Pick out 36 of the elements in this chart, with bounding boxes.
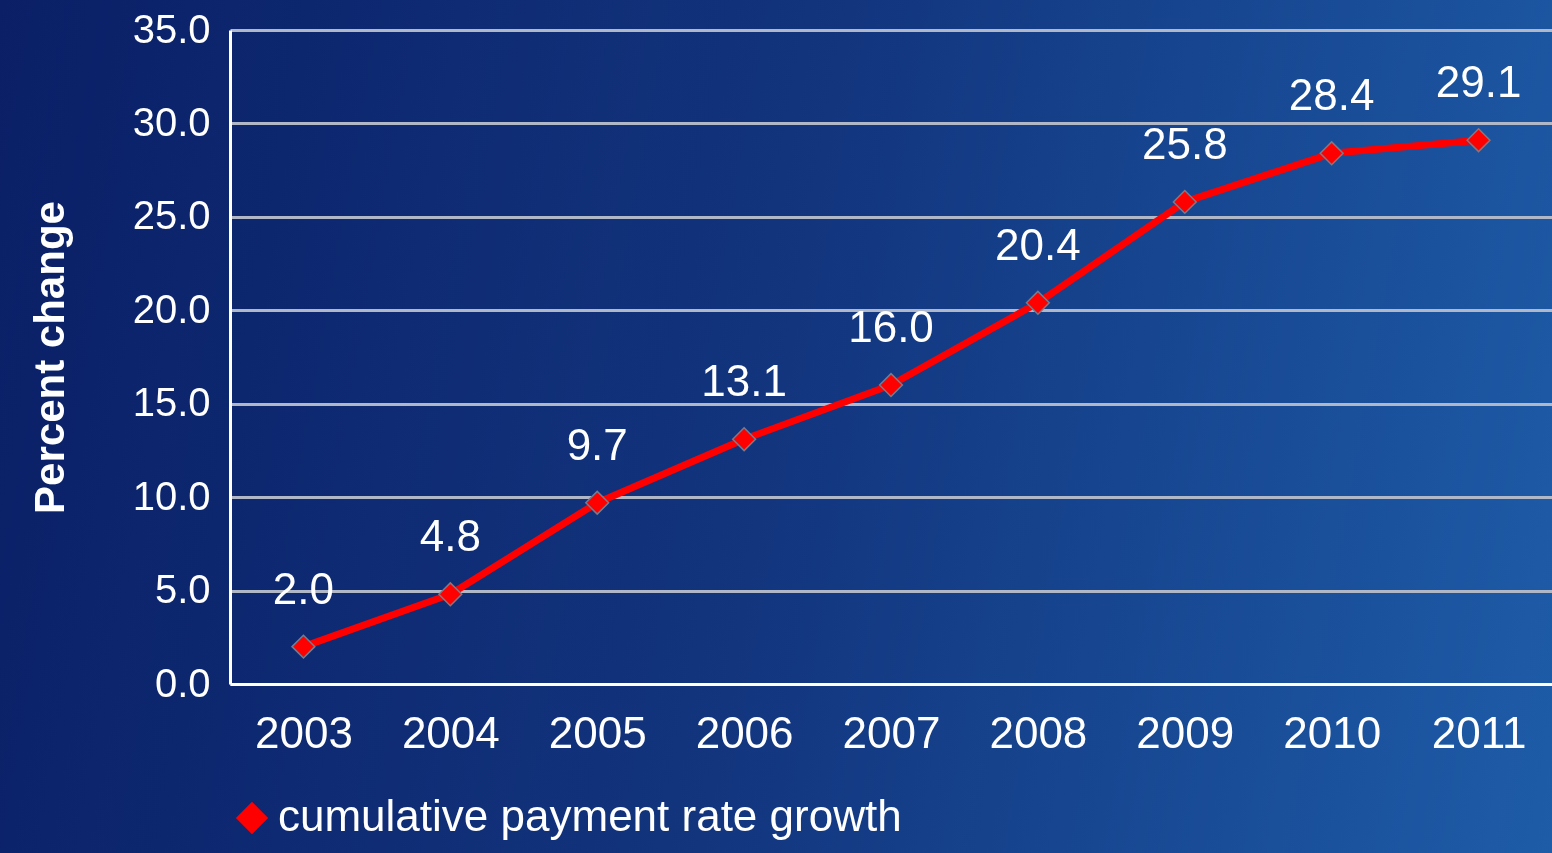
point (1466, 128, 1491, 153)
x-tick-label: 2004 (401, 707, 500, 757)
point (438, 582, 463, 607)
x-tick-label: 2008 (989, 707, 1088, 757)
point (1025, 290, 1051, 315)
point (1319, 141, 1344, 166)
data-label: 20.4 (995, 219, 1081, 269)
y-tick-label: 10.0 (132, 473, 211, 518)
y-tick-label: 25.0 (132, 193, 211, 238)
data-label: 13.1 (701, 356, 787, 406)
data-label: 9.7 (566, 419, 628, 469)
point (291, 634, 316, 659)
x-tick-label: 2010 (1283, 707, 1382, 757)
y-axis-title: Percent change (25, 201, 73, 514)
x-tick-label: 2011 (1431, 707, 1527, 757)
y-tick-label: 5.0 (154, 567, 211, 612)
x-tick-label: 2007 (842, 707, 941, 757)
y-tick-label: 15.0 (132, 380, 211, 425)
y-tick-label: 30.0 (132, 99, 211, 144)
y-tick-label: 20.0 (132, 286, 211, 331)
y-tick-label: 35.0 (132, 6, 211, 51)
x-tick-label: 2009 (1136, 707, 1235, 757)
y-tick-label: 0.0 (154, 660, 211, 705)
point (878, 372, 904, 398)
data-label: 25.8 (1141, 118, 1228, 168)
x-tick-label: 2005 (548, 707, 647, 757)
point (731, 427, 757, 452)
point (1172, 189, 1197, 215)
legend-label: cumulative payment rate growth (278, 791, 902, 840)
x-tick-label: 2003 (255, 707, 353, 757)
data-label: 29.1 (1435, 57, 1522, 107)
data-label: 28.4 (1288, 70, 1375, 120)
point (585, 490, 610, 515)
data-label: 4.8 (419, 511, 481, 561)
x-tick-label: 2006 (695, 707, 794, 757)
data-label: 16.0 (848, 302, 934, 352)
